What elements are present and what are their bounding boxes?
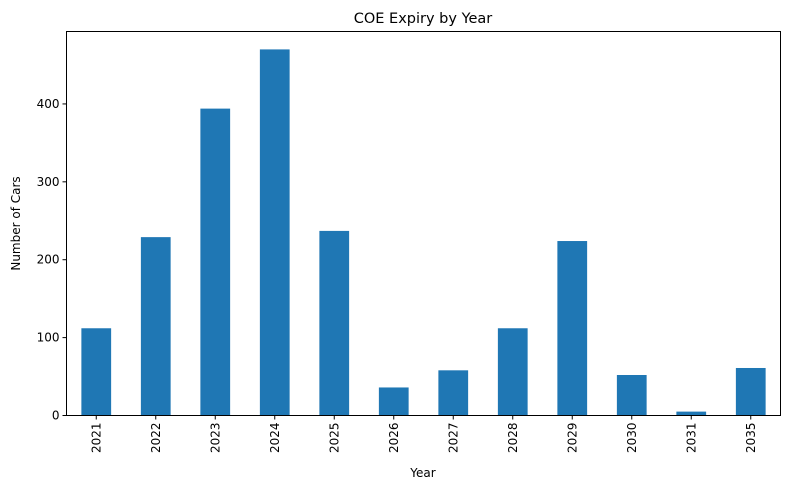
x-tick-label: 2025 xyxy=(327,423,341,454)
y-tick-label: 0 xyxy=(52,409,60,423)
x-tick-label: 2023 xyxy=(208,423,222,454)
bar-2024 xyxy=(259,49,290,416)
x-tick-label: 2021 xyxy=(89,423,103,454)
plot-frame xyxy=(66,31,781,416)
x-tick-label: 2024 xyxy=(268,423,282,454)
bar-2031 xyxy=(676,411,707,416)
x-tick-label: 2030 xyxy=(625,423,639,454)
x-tick-label: 2028 xyxy=(506,423,520,454)
x-axis-label: Year xyxy=(409,466,435,480)
bar-2027 xyxy=(438,370,469,416)
y-tick-label: 200 xyxy=(37,253,60,267)
x-tick-label: 2026 xyxy=(387,423,401,454)
x-tick-label: 2027 xyxy=(446,423,460,454)
chart-title: COE Expiry by Year xyxy=(354,11,493,27)
y-axis-ticks: 0 100 200 300 400 xyxy=(37,97,67,423)
bar-2023 xyxy=(200,108,231,416)
y-tick-label: 300 xyxy=(37,175,60,189)
bar-2025 xyxy=(319,230,350,416)
y-tick-label: 100 xyxy=(37,331,60,345)
x-tick-label: 2022 xyxy=(149,423,163,454)
y-tick-label: 400 xyxy=(37,97,60,111)
bars-group xyxy=(81,49,766,416)
bar-2022 xyxy=(140,237,171,416)
y-axis-label: Number of Cars xyxy=(9,176,23,270)
bar-2035 xyxy=(735,367,766,416)
bar-2029 xyxy=(557,241,588,416)
bar-2030 xyxy=(616,375,647,416)
bar-2021 xyxy=(81,328,112,416)
x-tick-label: 2031 xyxy=(684,423,698,454)
x-axis-ticks: 2021 2022 2023 2024 2025 2026 2027 2028 2029 2030… xyxy=(89,415,758,454)
x-tick-label: 2035 xyxy=(744,423,758,454)
x-tick-label: 2029 xyxy=(565,423,579,454)
bar-2026 xyxy=(378,387,409,416)
bar-2028 xyxy=(497,328,528,416)
